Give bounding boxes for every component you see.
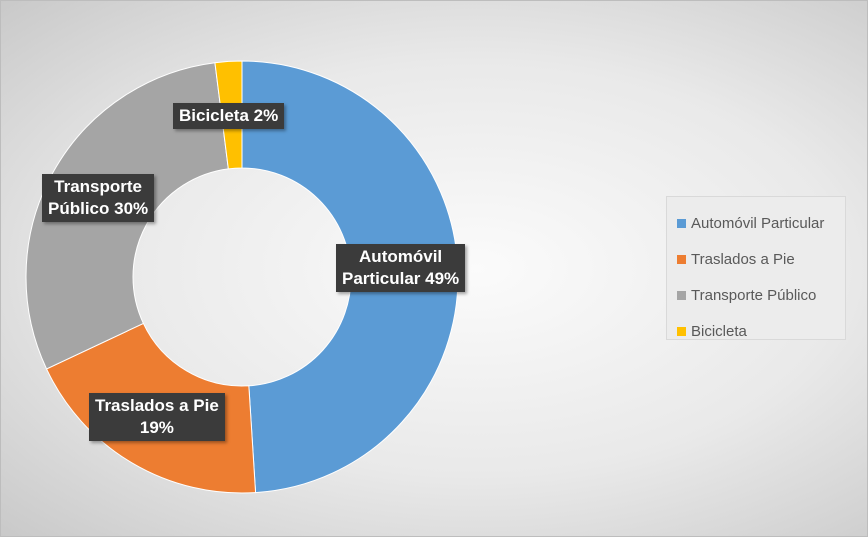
legend-item-transporte-publico: Transporte Público — [677, 277, 845, 313]
data-label-line: Bicicleta 2% — [179, 106, 279, 125]
data-label-line: Transporte — [54, 177, 142, 196]
legend-item-traslados-a-pie: Traslados a Pie — [677, 241, 845, 277]
legend-item-automovil-particular: Automóvil Particular — [677, 205, 845, 241]
legend-label: Bicicleta — [691, 322, 747, 340]
data-label-traslados-a-pie: Traslados a Pie 19% — [89, 393, 225, 441]
legend-swatch — [677, 254, 686, 264]
legend: Automóvil Particular Traslados a Pie Tra… — [666, 196, 846, 340]
slice-automovil-particular — [241, 60, 459, 494]
legend-swatch — [677, 218, 686, 228]
data-label-line: 19% — [139, 418, 174, 437]
data-label-line: Particular 49% — [342, 269, 460, 288]
data-label-line: Traslados a Pie — [95, 396, 219, 415]
legend-label: Automóvil Particular — [691, 214, 825, 232]
data-label-line: Público 30% — [48, 199, 149, 218]
data-label-transporte-publico: Transporte Público 30% — [42, 174, 155, 222]
legend-label: Transporte Público — [691, 286, 817, 304]
legend-swatch — [677, 290, 686, 300]
legend-item-bicicleta: Bicicleta — [677, 313, 845, 349]
legend-label: Traslados a Pie — [691, 250, 795, 268]
data-label-bicicleta: Bicicleta 2% — [173, 103, 285, 129]
data-label-line: Automóvil — [359, 247, 443, 266]
data-label-automovil-particular: Automóvil Particular 49% — [336, 244, 466, 292]
legend-swatch — [677, 326, 686, 336]
